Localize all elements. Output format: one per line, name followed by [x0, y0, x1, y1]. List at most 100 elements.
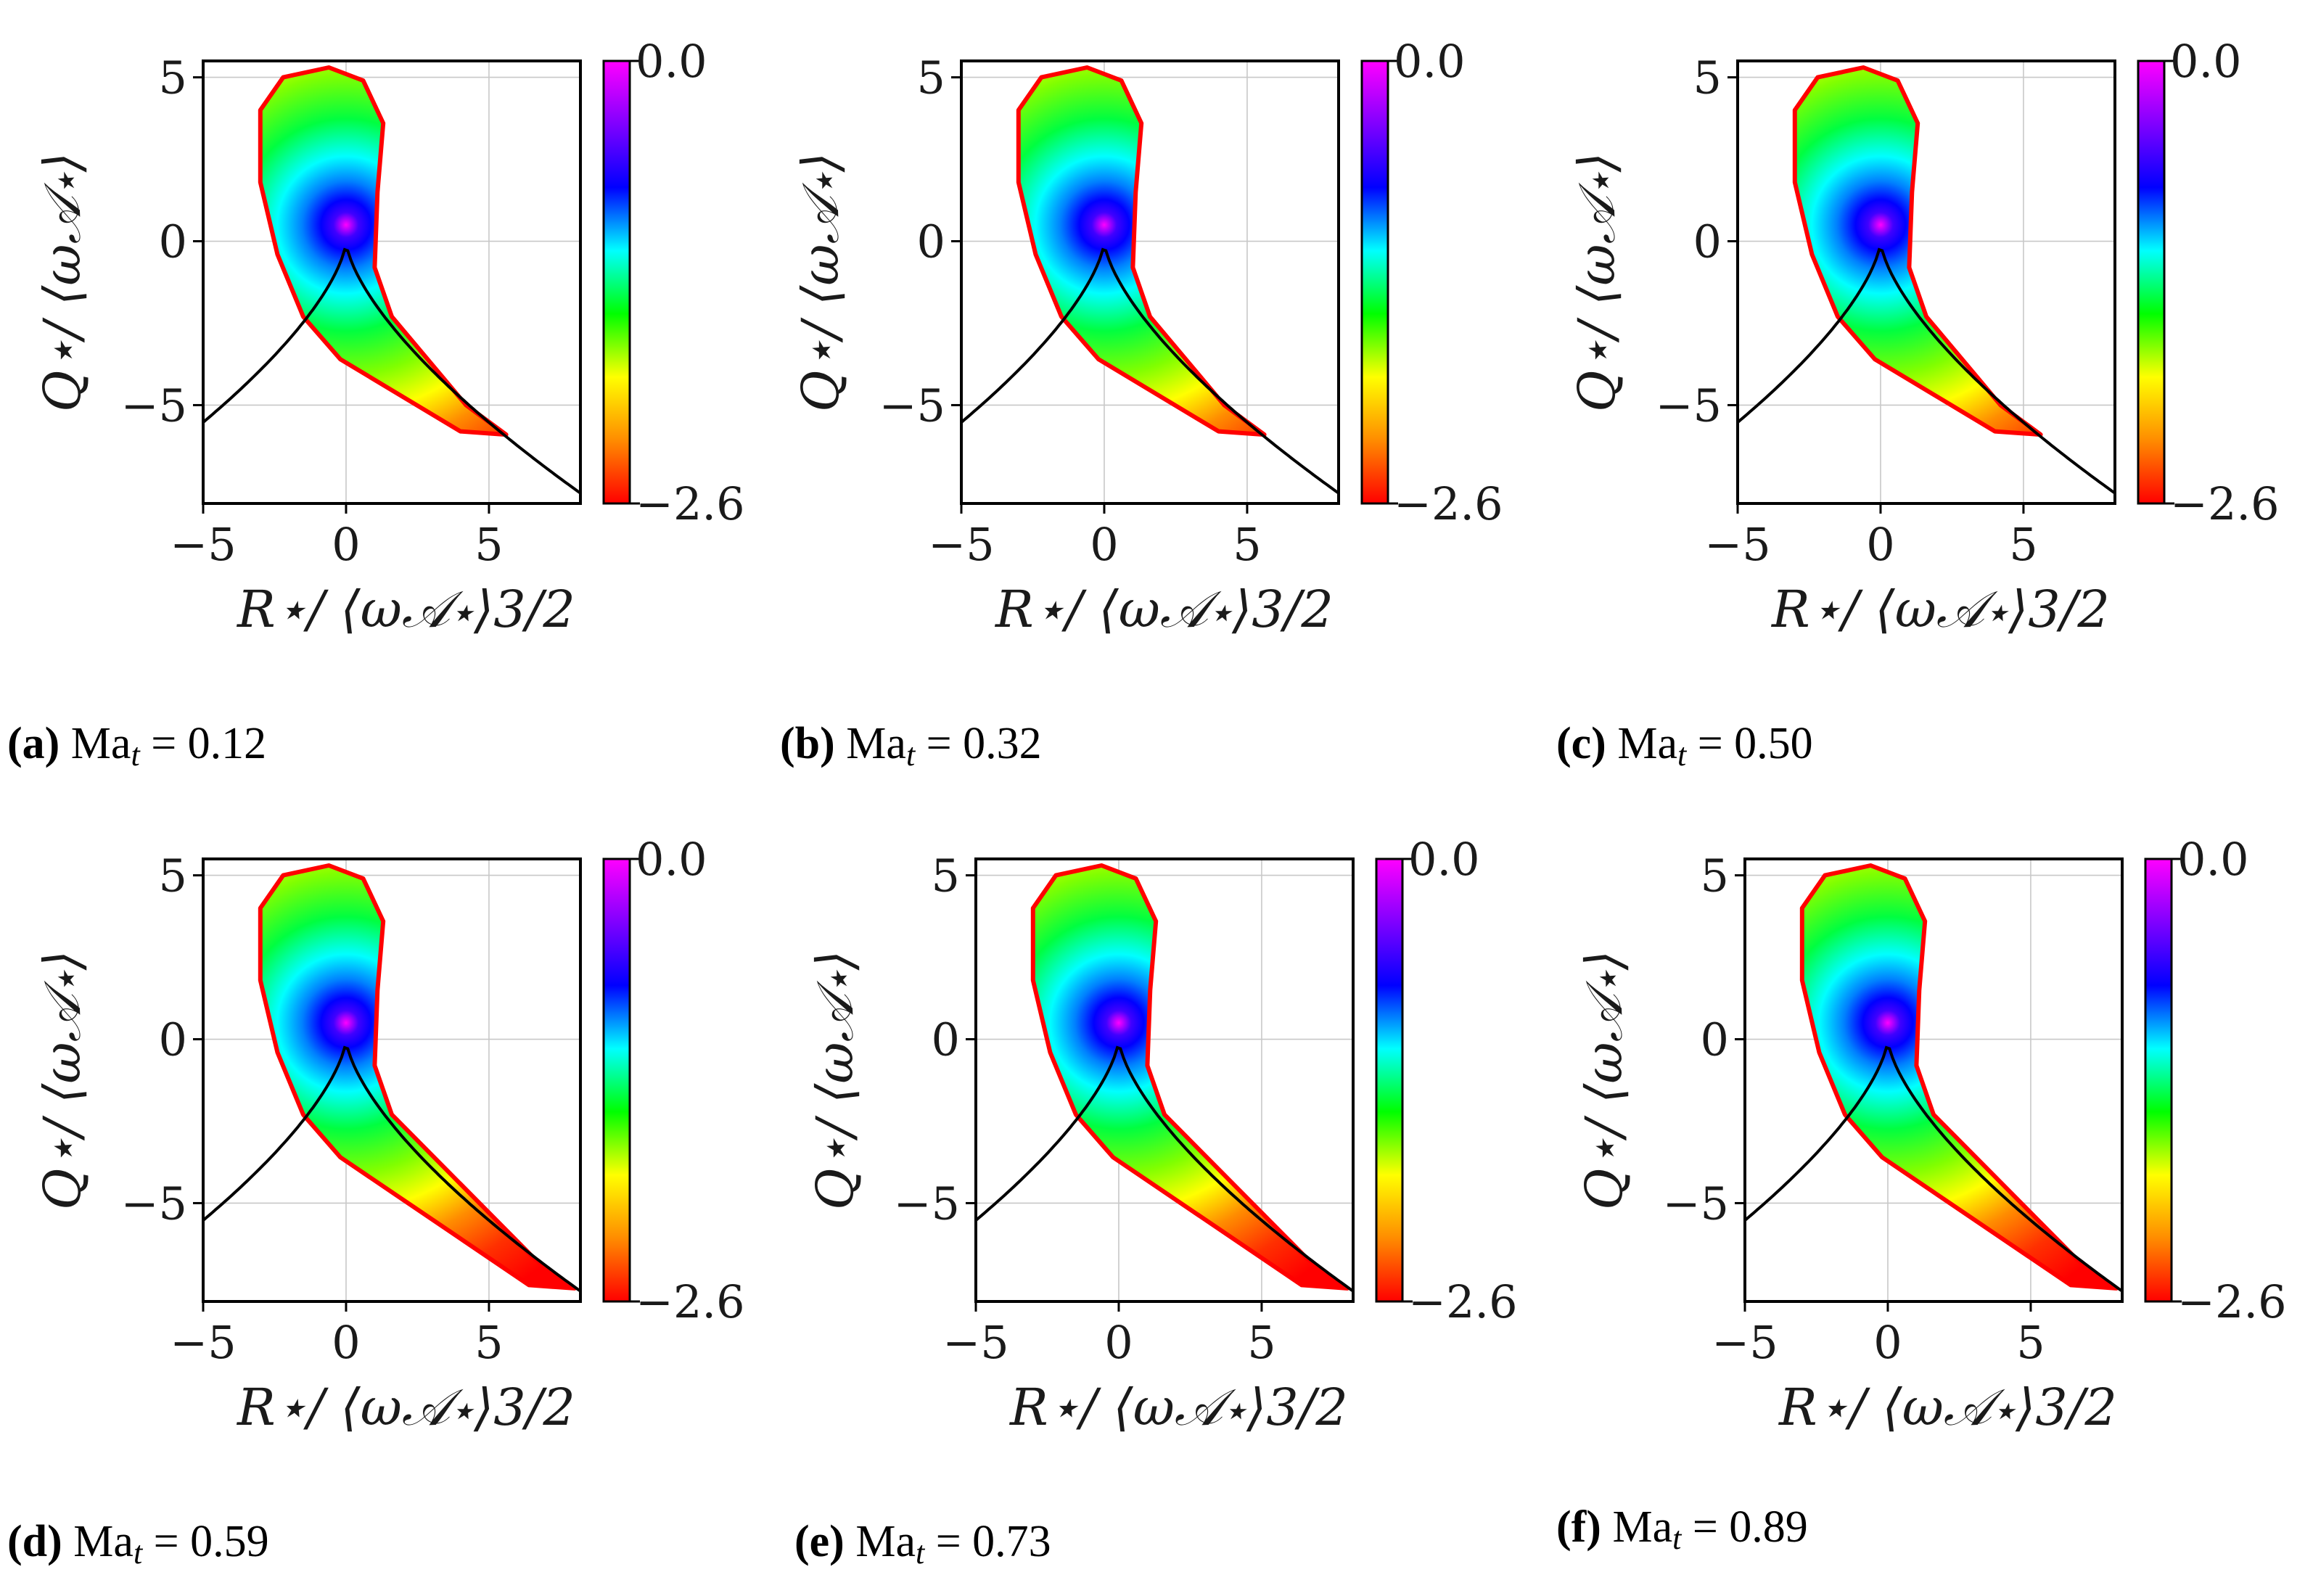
colorbar-max-label-a: 0.0	[636, 35, 707, 88]
x-axis-label-d: R⋆/ ⟨ω𝒜⋆⟩3/2	[236, 1378, 575, 1437]
plot-frame-f	[1743, 857, 2124, 1303]
x-tick-label-f: −5	[1712, 1316, 1778, 1369]
caption-ma-d: Ma	[73, 1517, 133, 1566]
y-tick-label-a: 0	[159, 215, 187, 268]
colorbar-f	[2144, 857, 2173, 1303]
caption-sub-b: t	[905, 737, 916, 773]
x-axis-label-b: R⋆/ ⟨ω𝒜⋆⟩3/2	[994, 580, 1334, 639]
x-tick-label-f: 0	[1873, 1316, 1902, 1369]
x-tick-label-e: 5	[1247, 1316, 1275, 1369]
plot-frame-d	[202, 857, 582, 1303]
caption-sub-c: t	[1677, 737, 1687, 773]
caption-value-e: = 0.73	[924, 1517, 1051, 1566]
caption-ma-f: Ma	[1612, 1502, 1673, 1552]
colorbar-min-label-e: −2.6	[1408, 1275, 1518, 1328]
x-axis-label-f: R⋆/ ⟨ω𝒜⋆⟩3/2	[1778, 1378, 2117, 1437]
colorbar-e	[1375, 857, 1404, 1303]
caption-ma-e: Ma	[855, 1517, 916, 1566]
density-region-a	[258, 65, 509, 437]
colorbar-c	[2137, 59, 2166, 505]
x-tick-label-e: 0	[1104, 1316, 1133, 1369]
colorbar-min-label-f: −2.6	[2177, 1275, 2287, 1328]
y-axis-label-d: Q⋆/ ⟨ω𝒜⋆⟩	[33, 950, 92, 1210]
vieillefosse-line-c	[1738, 247, 2115, 495]
y-axis-label-b: Q⋆/ ⟨ω𝒜⋆⟩	[791, 152, 850, 412]
x-tick-label-a: −5	[170, 518, 236, 571]
y-tick-label-d: −5	[121, 1177, 187, 1230]
colorbar-b	[1360, 59, 1389, 505]
density-region-d	[258, 863, 578, 1291]
x-axis-label-e: R⋆/ ⟨ω𝒜⋆⟩3/2	[1008, 1378, 1348, 1437]
x-tick-label-d: −5	[170, 1316, 236, 1369]
plot-frame-e	[974, 857, 1355, 1303]
plot-b: −5 0 550−5R⋆/ ⟨ω𝒜⋆⟩3/2Q⋆/ ⟨ω𝒜⋆⟩0.0−2.6	[791, 35, 1503, 639]
density-region-e	[1030, 863, 1350, 1291]
panel-a: −5 0 5 5 0 −5 R⋆/ ⟨ω𝒜⋆⟩3/2 Q⋆/ ⟨ω𝒜⋆⟩ 0.0 −2.6 (a)…	[0, 0, 769, 798]
caption-ma-a: Ma	[70, 719, 131, 768]
y-tick-label-e: 0	[932, 1013, 960, 1066]
caption-letter-a: (a)	[7, 719, 60, 768]
density-group-e	[976, 863, 1353, 1293]
caption-value-c: = 0.50	[1686, 719, 1813, 768]
plot-e: −5 0 550−5R⋆/ ⟨ω𝒜⋆⟩3/2Q⋆/ ⟨ω𝒜⋆⟩0.0−2.6	[805, 833, 1518, 1437]
colorbar-max-label-c: 0.0	[2170, 35, 2242, 88]
y-tick-label-d: 5	[159, 850, 187, 902]
plot-frame-a	[202, 59, 582, 505]
y-axis-label-e: Q⋆/ ⟨ω𝒜⋆⟩	[805, 950, 865, 1210]
vieillefosse-line-f	[1745, 1045, 2122, 1293]
y-axis-label-f: Q⋆/ ⟨ω𝒜⋆⟩	[1574, 950, 1634, 1210]
y-tick-label-f: −5	[1663, 1177, 1729, 1230]
density-group-a	[203, 65, 580, 495]
x-tick-label-c: −5	[1704, 518, 1770, 571]
plot-frame-c	[1736, 59, 2116, 505]
plot-d: −5 0 550−5R⋆/ ⟨ω𝒜⋆⟩3/2Q⋆/ ⟨ω𝒜⋆⟩0.0−2.6	[33, 833, 745, 1437]
caption-sub-e: t	[915, 1535, 925, 1571]
x-tick-label-b: 0	[1090, 518, 1118, 571]
x-tick-label-b: 5	[1233, 518, 1261, 571]
colorbar-min-label-d: −2.6	[636, 1275, 745, 1328]
colorbar-max-label-b: 0.0	[1394, 35, 1466, 88]
colorbar-max-label-f: 0.0	[2177, 833, 2249, 886]
caption-ma-c: Ma	[1617, 719, 1677, 768]
caption-letter-c: (c)	[1556, 719, 1606, 768]
y-tick-label-e: 5	[932, 850, 960, 902]
y-tick-label-b: 5	[917, 52, 945, 104]
colorbar-max-label-e: 0.0	[1408, 833, 1480, 886]
panel-f: −5 0 5 5 0 −5 R⋆/ ⟨ω𝒜⋆⟩3/2 Q⋆/ ⟨ω𝒜⋆⟩ 0.0 −2.6 (f)…	[1542, 798, 2311, 1596]
x-tick-label-c: 5	[2009, 518, 2037, 571]
colorbar-min-label-c: −2.6	[2170, 477, 2280, 530]
caption-sub-f: t	[1672, 1521, 1682, 1556]
x-tick-label-b: −5	[928, 518, 994, 571]
y-axis-label-c: Q⋆/ ⟨ω𝒜⋆⟩	[1567, 152, 1627, 412]
x-tick-label-f: 5	[2016, 1316, 2045, 1369]
plot-a: −5 0 550−5R⋆/ ⟨ω𝒜⋆⟩3/2Q⋆/ ⟨ω𝒜⋆⟩0.0−2.6	[33, 35, 745, 639]
colorbar-max-label-d: 0.0	[636, 833, 707, 886]
x-tick-label-a: 5	[474, 518, 503, 571]
density-group-b	[961, 65, 1339, 495]
panel-e: −5 0 5 5 0 −5 R⋆/ ⟨ω𝒜⋆⟩3/2 Q⋆/ ⟨ω𝒜⋆⟩ 0.0 −2.6 (e)…	[773, 798, 1542, 1596]
caption-a: (a) Mat = 0.12	[7, 718, 733, 773]
caption-f: (f) Mat = 0.89	[1556, 1502, 2282, 1557]
vieillefosse-line-b	[961, 247, 1339, 495]
caption-sub-a: t	[131, 737, 140, 773]
panel-b: −5 0 5 5 0 −5 R⋆/ ⟨ω𝒜⋆⟩3/2 Q⋆/ ⟨ω𝒜⋆⟩ 0.0 −2.6 (b)…	[758, 0, 1527, 798]
x-tick-label-d: 0	[332, 1316, 360, 1369]
caption-e: (e) Mat = 0.73	[794, 1516, 1520, 1571]
plot-c: −5 0 550−5R⋆/ ⟨ω𝒜⋆⟩3/2Q⋆/ ⟨ω𝒜⋆⟩0.0−2.6	[1567, 35, 2280, 639]
colorbar-min-label-b: −2.6	[1394, 477, 1503, 530]
caption-letter-e: (e)	[794, 1517, 845, 1566]
y-tick-label-a: 5	[159, 52, 187, 104]
y-tick-label-c: −5	[1656, 379, 1722, 432]
caption-d: (d) Mat = 0.59	[7, 1516, 733, 1571]
plot-f: −5 0 550−5R⋆/ ⟨ω𝒜⋆⟩3/2Q⋆/ ⟨ω𝒜⋆⟩0.0−2.6	[1574, 833, 2287, 1437]
y-tick-label-c: 0	[1693, 215, 1722, 268]
y-tick-label-b: −5	[879, 379, 945, 432]
caption-letter-d: (d)	[7, 1517, 62, 1566]
caption-sub-d: t	[133, 1535, 143, 1571]
vieillefosse-line-d	[203, 1045, 580, 1293]
density-region-c	[1792, 65, 2043, 437]
density-group-c	[1738, 65, 2115, 495]
caption-c: (c) Mat = 0.50	[1556, 718, 2282, 773]
colorbar-min-label-a: −2.6	[636, 477, 745, 530]
